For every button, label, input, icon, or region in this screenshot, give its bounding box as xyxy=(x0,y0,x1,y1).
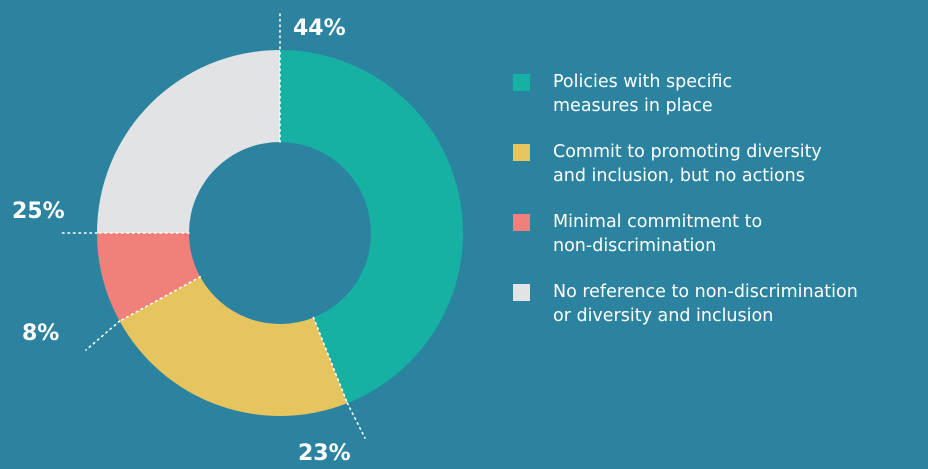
legend-label-line-2: measures in place xyxy=(553,96,713,116)
legend: Policies with specific measures in place… xyxy=(513,70,925,350)
legend-label-line-1: Commit to promoting diversity xyxy=(553,142,822,162)
legend-label-line-2: or diversity and inclusion xyxy=(553,306,774,326)
percent-label-policies-with-specific-measures-in-place: 44% xyxy=(293,16,346,41)
legend-item-no-reference: No reference to non-discrimination or di… xyxy=(513,280,925,328)
leader-line-8 xyxy=(85,320,121,351)
slice-separator xyxy=(312,316,349,404)
leader-line-23 xyxy=(346,402,366,439)
legend-label-line-1: Policies with specific xyxy=(553,72,733,92)
legend-item-commit-no-actions: Commit to promoting diversity and inclus… xyxy=(513,140,925,188)
donut-slice-commit-to-promoting-diversity-and-inclus xyxy=(119,276,348,416)
legend-item-specific-measures: Policies with specific measures in place xyxy=(513,70,925,118)
slice-separator xyxy=(118,276,202,322)
legend-swatch xyxy=(513,214,530,231)
legend-swatch xyxy=(513,144,530,161)
donut-slice-no-reference-to-non-discrimination-or-di xyxy=(97,50,280,233)
legend-label-line-1: Minimal commitment to xyxy=(553,212,763,232)
leader-lines xyxy=(59,13,366,439)
percent-label-no-reference-to-non-discrimination-or-di: 25% xyxy=(12,199,65,224)
percent-label-commit-to-promoting-diversity-and-inclus: 23% xyxy=(298,441,351,466)
donut-slices xyxy=(97,50,463,416)
donut-slice-policies-with-specific-measures-in-place xyxy=(280,50,463,404)
percent-label-minimal-commitment-to-non-discrimination: 8% xyxy=(22,321,59,346)
legend-item-minimal-commitment: Minimal commitment to non-discrimination xyxy=(513,210,925,258)
percent-labels: 44% 23% 8% 25% xyxy=(12,16,351,466)
legend-swatch xyxy=(513,74,530,91)
legend-label-line-1: No reference to non-discrimination xyxy=(553,282,858,302)
legend-label-line-2: and inclusion, but no actions xyxy=(553,166,805,186)
donut-slice-minimal-commitment-to-non-discrimination xyxy=(97,233,201,322)
legend-swatch xyxy=(513,284,530,301)
legend-label-line-2: non-discrimination xyxy=(553,236,717,256)
